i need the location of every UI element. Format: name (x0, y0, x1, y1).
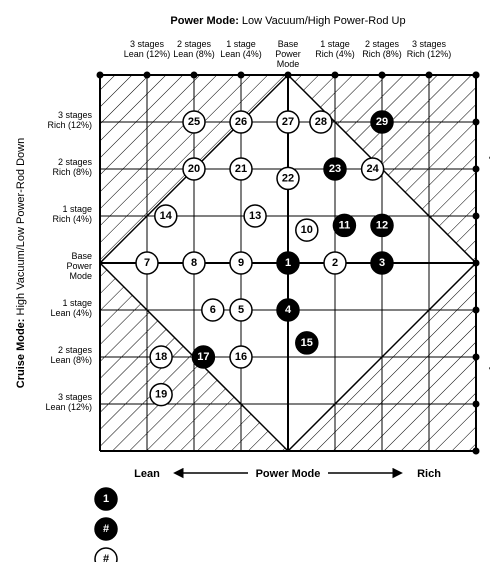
right-tick (473, 260, 480, 267)
node-label: 29 (376, 116, 388, 128)
left-axis-label: Lean (8%) (50, 355, 92, 365)
top-axis-label: Mode (277, 59, 300, 69)
rich-label: Rich (489, 110, 490, 134)
left-axis-label: 1 stage (62, 298, 92, 308)
node-label: 6 (210, 304, 216, 316)
right-tick (473, 119, 480, 126)
left-axis-label: Mode (69, 271, 92, 281)
top-tick (238, 72, 245, 79)
right-tick (473, 354, 480, 361)
node-label: 16 (235, 351, 247, 363)
node-label: 1 (285, 257, 291, 269)
node-label: 11 (339, 219, 351, 231)
top-axis-label: 1 stage (226, 39, 256, 49)
top-axis-label: Lean (8%) (173, 49, 215, 59)
lean-label: Lean (489, 391, 490, 417)
node-label: 12 (376, 219, 388, 231)
node-label: 28 (315, 116, 327, 128)
diagram-container: 3 stagesLean (12%)2 stagesLean (8%)1 sta… (10, 10, 490, 562)
node-label: 22 (282, 172, 294, 184)
left-axis-label: 3 stages (58, 392, 93, 402)
node-label: 21 (235, 163, 247, 175)
top-axis-label: Power (275, 49, 301, 59)
node-label: 23 (329, 163, 341, 175)
top-axis-label: 1 stage (320, 39, 350, 49)
node-label: 26 (235, 116, 247, 128)
top-tick (379, 72, 386, 79)
node-label: 10 (301, 224, 313, 236)
node-label: 8 (191, 257, 197, 269)
node-label: 3 (379, 257, 385, 269)
top-tick (144, 72, 151, 79)
left-axis-label: Rich (8%) (52, 167, 92, 177)
top-axis-label: 3 stages (412, 39, 447, 49)
top-axis-label: Lean (4%) (220, 49, 262, 59)
node-label: 4 (285, 304, 292, 316)
node-label: 5 (238, 304, 244, 316)
top-tick (285, 72, 292, 79)
node-label: 7 (144, 257, 150, 269)
left-axis-label: 3 stages (58, 110, 93, 120)
right-tick (473, 307, 480, 314)
top-axis-label: Rich (12%) (407, 49, 452, 59)
left-axis-label: Lean (4%) (50, 308, 92, 318)
left-axis-label: Rich (4%) (52, 214, 92, 224)
legend-label: # (103, 523, 109, 535)
top-tick (426, 72, 433, 79)
top-axis-label: Base (278, 39, 299, 49)
node-label: 20 (188, 163, 200, 175)
right-tick (473, 401, 480, 408)
left-axis-label: Lean (12%) (45, 402, 92, 412)
top-tick (332, 72, 339, 79)
top-axis-label: 3 stages (130, 39, 165, 49)
left-axis-label: Base (71, 251, 92, 261)
top-tick (97, 72, 104, 79)
node-label: 17 (197, 351, 209, 363)
node-label: 19 (155, 389, 167, 401)
left-axis-label: Power (66, 261, 92, 271)
rich-label: Rich (417, 468, 441, 480)
node-label: 24 (366, 163, 379, 175)
left-axis-label: 1 stage (62, 204, 92, 214)
node-label: 25 (188, 116, 200, 128)
legend-label: # (103, 553, 109, 562)
legend-label: 1 (103, 493, 109, 505)
node-label: 27 (282, 116, 294, 128)
left-title: Cruise Mode: High Vacuum/Low Power-Rod D… (15, 138, 27, 388)
power-mode-label: Power Mode (256, 468, 321, 480)
node-label: 15 (301, 337, 313, 349)
left-axis-label: Rich (12%) (47, 120, 92, 130)
right-tick (473, 166, 480, 173)
node-label: 18 (155, 351, 167, 363)
top-axis-label: Rich (4%) (315, 49, 355, 59)
top-title: Power Mode: Low Vacuum/High Power-Rod Up (170, 15, 405, 27)
grid-diagram-svg: 3 stagesLean (12%)2 stagesLean (8%)1 sta… (10, 10, 490, 562)
top-axis-label: 2 stages (177, 39, 212, 49)
top-tick (191, 72, 198, 79)
node-label: 14 (160, 210, 173, 222)
lean-label: Lean (134, 468, 160, 480)
node-label: 13 (249, 210, 261, 222)
right-tick (473, 448, 480, 455)
top-axis-label: 2 stages (365, 39, 400, 49)
top-axis-label: Lean (12%) (124, 49, 171, 59)
cruise-mode-label: Cruise Mode (489, 230, 490, 296)
right-tick (473, 213, 480, 220)
right-tick (473, 72, 480, 79)
left-axis-label: 2 stages (58, 157, 93, 167)
node-label: 2 (332, 257, 338, 269)
left-axis-label: 2 stages (58, 345, 93, 355)
top-axis-label: Rich (8%) (362, 49, 402, 59)
node-label: 9 (238, 257, 244, 269)
